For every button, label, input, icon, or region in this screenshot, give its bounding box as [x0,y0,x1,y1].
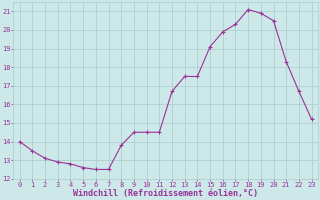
X-axis label: Windchill (Refroidissement éolien,°C): Windchill (Refroidissement éolien,°C) [73,189,258,198]
